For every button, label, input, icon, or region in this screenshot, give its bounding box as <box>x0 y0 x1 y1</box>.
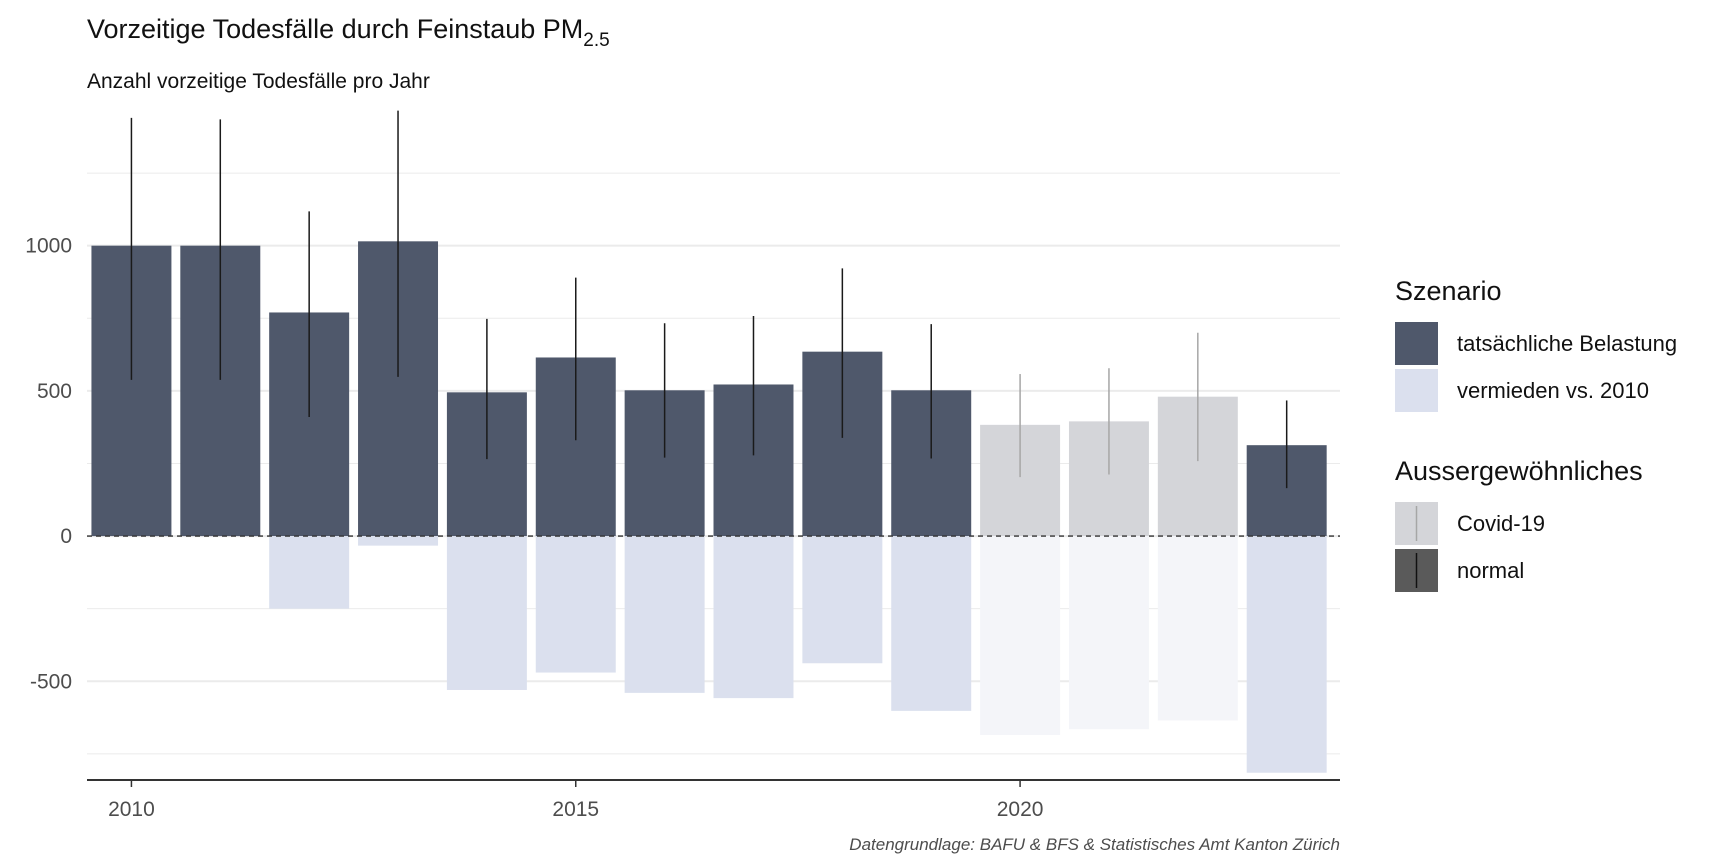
y-tick-label: 1000 <box>25 235 72 258</box>
chart-caption: Datengrundlage: BAFU & BFS & Statistisch… <box>849 835 1340 854</box>
legend: Szenario tatsächliche Belastung vermieden … <box>1395 276 1677 592</box>
bar-avoided-2016 <box>624 536 705 693</box>
bar-avoided-2019 <box>891 536 972 711</box>
legend-label: tatsächliche Belastung <box>1457 331 1677 356</box>
x-tick-label: 2015 <box>552 798 599 821</box>
bar-avoided-2013 <box>358 536 439 546</box>
error-bars <box>130 110 1288 489</box>
axes: 2010 2015 2020 -500 0 500 1000 <box>25 235 1340 821</box>
bar-avoided-2015 <box>535 536 616 673</box>
legend-title: Aussergewöhnliches <box>1395 456 1643 486</box>
x-tick-label: 2010 <box>108 798 155 821</box>
bars <box>91 241 1327 773</box>
bar-avoided-2014 <box>446 536 527 690</box>
bar-avoided-2017 <box>713 536 794 699</box>
bar-avoided-2018 <box>802 536 883 664</box>
bar-avoided-2020 <box>980 536 1061 735</box>
y-tick-label: 500 <box>37 380 72 403</box>
legend-title: Szenario <box>1395 276 1502 306</box>
chart-subtitle: Anzahl vorzeitige Todesfälle pro Jahr <box>87 70 430 93</box>
bar-avoided-2023 <box>1246 536 1327 773</box>
legend-key <box>1395 322 1438 365</box>
y-tick-label: 0 <box>60 525 72 548</box>
legend-label: normal <box>1457 558 1524 583</box>
bar-avoided-2021 <box>1068 536 1149 730</box>
y-tick-label: -500 <box>30 670 72 693</box>
legend-label: vermieden vs. 2010 <box>1457 378 1649 403</box>
legend-label: Covid-19 <box>1457 511 1545 536</box>
legend-key <box>1395 369 1438 412</box>
x-tick-label: 2020 <box>997 798 1044 821</box>
bar-avoided-2012 <box>269 536 350 609</box>
chart-title: Vorzeitige Todesfälle durch Feinstaub PM… <box>87 14 610 51</box>
bar-avoided-2022 <box>1157 536 1238 721</box>
